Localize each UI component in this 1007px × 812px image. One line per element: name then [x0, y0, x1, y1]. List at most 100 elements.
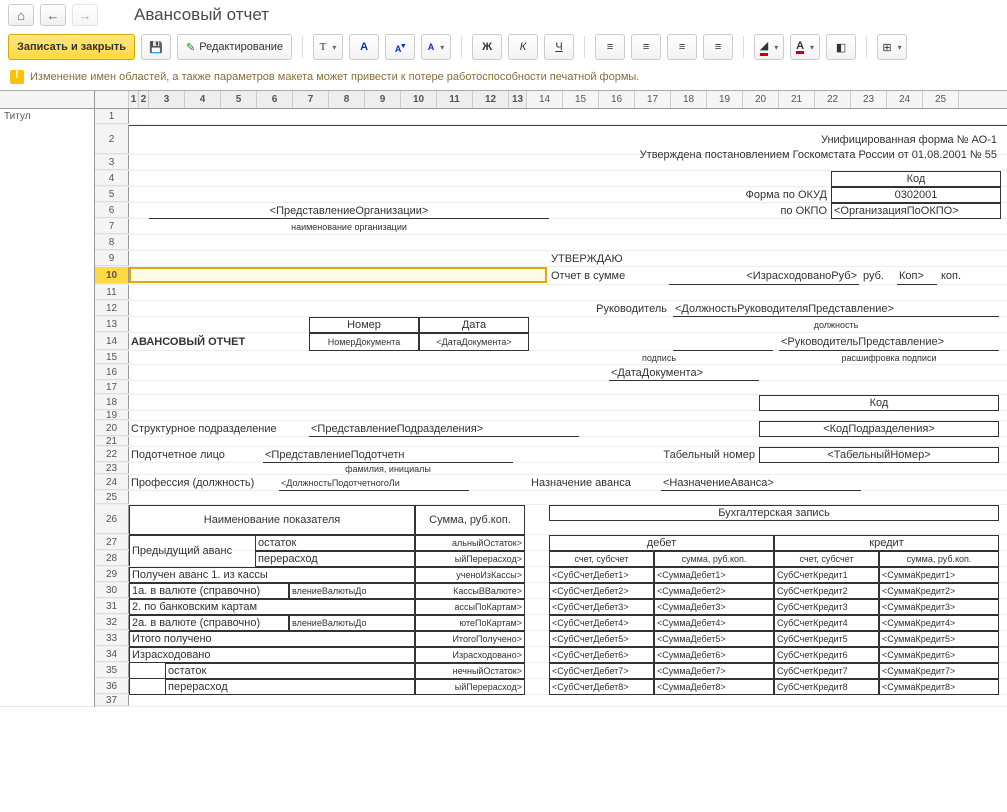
cell[interactable]: <СуммаДебет5>: [654, 631, 774, 647]
row-number-9[interactable]: 9: [95, 251, 129, 266]
cell[interactable]: расшифровка подписи: [779, 351, 999, 365]
row-number-11[interactable]: 11: [95, 285, 129, 300]
cell[interactable]: 1а. в валюте (справочно): [129, 583, 289, 599]
font-size-down-button[interactable]: A▾: [385, 34, 415, 60]
cell[interactable]: <СуммаКредит1>: [879, 567, 999, 583]
col-header-19[interactable]: 19: [707, 91, 743, 108]
cell[interactable]: СубСчетКредит5: [774, 631, 879, 647]
cell[interactable]: <НазначениеАванса>: [661, 475, 861, 491]
row-number-24[interactable]: 24: [95, 475, 129, 490]
row-number-16[interactable]: 16: [95, 365, 129, 380]
align-center-button[interactable]: ≡: [631, 34, 661, 60]
cell[interactable]: наименование организации: [149, 219, 549, 235]
col-header-13[interactable]: 13: [509, 91, 527, 108]
col-header-7[interactable]: 7: [293, 91, 329, 108]
col-header-3[interactable]: 3: [149, 91, 185, 108]
grid-corner[interactable]: [0, 91, 95, 109]
col-header-1[interactable]: 1: [129, 91, 139, 108]
row-number-18[interactable]: 18: [95, 395, 129, 410]
cell[interactable]: [129, 679, 165, 695]
cell[interactable]: кредит: [774, 535, 999, 551]
row-number-2[interactable]: 2: [95, 125, 129, 154]
cell[interactable]: СубСчетКредит3: [774, 599, 879, 615]
cell[interactable]: Руководитель: [549, 301, 669, 317]
cell[interactable]: <СубСчетДебет3>: [549, 599, 654, 615]
cell[interactable]: <СубСчетДебет8>: [549, 679, 654, 695]
cell[interactable]: Отчет в сумме: [549, 267, 659, 285]
cell[interactable]: дебет: [549, 535, 774, 551]
cell[interactable]: [129, 663, 165, 679]
cell[interactable]: фамилия, инициалы: [263, 463, 513, 475]
cell[interactable]: Израсходовано: [129, 647, 415, 663]
col-header-18[interactable]: 18: [671, 91, 707, 108]
cell[interactable]: <СуммаКредит2>: [879, 583, 999, 599]
underline-button[interactable]: Ч: [544, 34, 574, 60]
cell[interactable]: <СуммаКредит6>: [879, 647, 999, 663]
cell[interactable]: Номер: [309, 317, 419, 333]
cell[interactable]: альныйОстаток>: [415, 535, 525, 551]
cell[interactable]: Структурное подразделение: [129, 421, 299, 437]
cell[interactable]: ыйПерерасход>: [415, 679, 525, 695]
row-number-7[interactable]: 7: [95, 219, 129, 234]
cell[interactable]: <ОрганизацияПоОКПО>: [831, 203, 1001, 219]
cell[interactable]: ассыПоКартам>: [415, 599, 525, 615]
cell[interactable]: <СубСчетДебет7>: [549, 663, 654, 679]
cell[interactable]: 2. по банковским картам: [129, 599, 415, 615]
col-header-10[interactable]: 10: [401, 91, 437, 108]
cell[interactable]: <СуммаДебет7>: [654, 663, 774, 679]
cell[interactable]: <СуммаДебет6>: [654, 647, 774, 663]
cell[interactable]: <СуммаДебет2>: [654, 583, 774, 599]
cell[interactable]: остаток: [165, 663, 415, 679]
cell[interactable]: СубСчетКредит7: [774, 663, 879, 679]
cell[interactable]: Итого получено: [129, 631, 415, 647]
align-left-button[interactable]: ≡: [595, 34, 625, 60]
cell[interactable]: <СуммаКредит4>: [879, 615, 999, 631]
row-number-14[interactable]: 14: [95, 333, 129, 350]
eraser-button[interactable]: ◧: [826, 34, 856, 60]
col-header-16[interactable]: 16: [599, 91, 635, 108]
cell[interactable]: <СуммаКредит8>: [879, 679, 999, 695]
font-size-button[interactable]: A: [421, 34, 451, 60]
cell[interactable]: Получен аванс 1. из кассы: [129, 567, 415, 583]
cell[interactable]: <ДатаДокумента>: [609, 365, 759, 381]
cell[interactable]: <ИзрасходованоРуб>: [669, 267, 859, 285]
cell[interactable]: Код: [759, 395, 999, 411]
row-number-36[interactable]: 36: [95, 679, 129, 694]
forward-button[interactable]: →: [72, 4, 98, 26]
cell[interactable]: Подотчетное лицо: [129, 447, 259, 463]
cell[interactable]: <КодПодразделения>: [759, 421, 999, 437]
edit-mode-button[interactable]: ✎Редактирование: [177, 34, 292, 60]
cell[interactable]: <СуммаКредит5>: [879, 631, 999, 647]
row-number-6[interactable]: 6: [95, 203, 129, 218]
cell[interactable]: влениеВалютыДо: [289, 583, 415, 599]
row-number-35[interactable]: 35: [95, 663, 129, 678]
cell[interactable]: УТВЕРЖДАЮ: [549, 251, 669, 267]
cell[interactable]: 2а. в валюте (справочно): [129, 615, 289, 631]
area-label[interactable]: Титул: [0, 109, 94, 707]
col-header-22[interactable]: 22: [815, 91, 851, 108]
row-number-30[interactable]: 30: [95, 583, 129, 598]
back-button[interactable]: ←: [40, 4, 66, 26]
row-number-21[interactable]: 21: [95, 437, 129, 446]
borders-button[interactable]: ⊞: [877, 34, 907, 60]
cell[interactable]: <СуммаДебет1>: [654, 567, 774, 583]
cell[interactable]: <СубСчетДебет4>: [549, 615, 654, 631]
cell[interactable]: <ДатаДокумента>: [419, 333, 529, 351]
cell[interactable]: Профессия (должность): [129, 475, 279, 491]
row-number-12[interactable]: 12: [95, 301, 129, 316]
col-header-4[interactable]: 4: [185, 91, 221, 108]
cell[interactable]: подпись: [589, 351, 729, 365]
col-header-12[interactable]: 12: [473, 91, 509, 108]
cell[interactable]: счет, субсчет: [549, 551, 654, 567]
col-header-5[interactable]: 5: [221, 91, 257, 108]
cell[interactable]: перерасход: [165, 679, 415, 695]
cell[interactable]: [129, 267, 547, 283]
cell[interactable]: влениеВалютыДо: [289, 615, 415, 631]
cell[interactable]: СубСчетКредит8: [774, 679, 879, 695]
row-number-22[interactable]: 22: [95, 447, 129, 462]
cell[interactable]: <СуммаДебет8>: [654, 679, 774, 695]
cell[interactable]: <ПредставлениеПодотчетн: [263, 447, 513, 463]
cell[interactable]: <СубСчетДебет5>: [549, 631, 654, 647]
col-header-15[interactable]: 15: [563, 91, 599, 108]
col-header-21[interactable]: 21: [779, 91, 815, 108]
